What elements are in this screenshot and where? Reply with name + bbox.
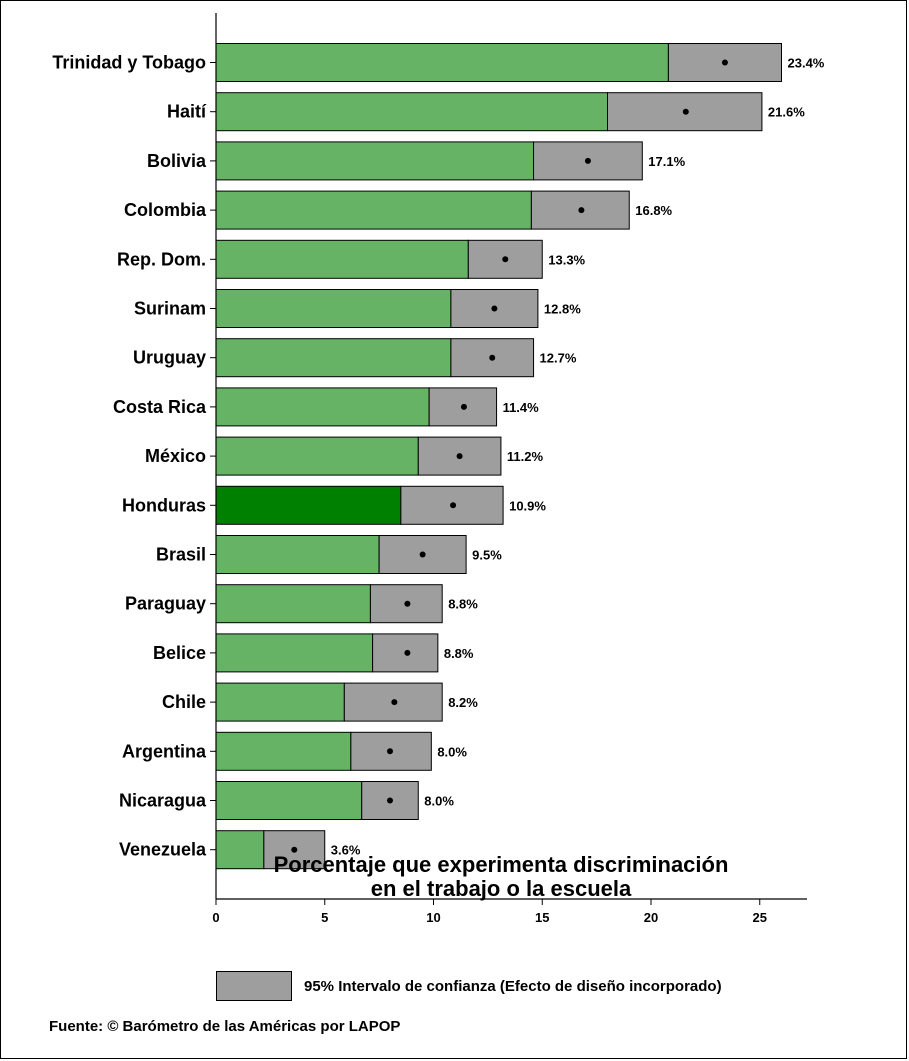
x-tick-label-5: 5	[321, 910, 328, 925]
point-mexico	[456, 453, 463, 460]
category-label-mexico: México	[145, 446, 206, 466]
bar-nicaragua	[215, 781, 363, 820]
bar-paraguay	[215, 584, 371, 624]
x-tick-label-15: 15	[535, 910, 549, 925]
value-label-honduras: 10.9%	[509, 498, 546, 513]
value-label-argentina: 8.0%	[437, 744, 467, 759]
x-tick-label-10: 10	[426, 910, 440, 925]
value-label-chile: 8.2%	[448, 695, 478, 710]
bar-uruguay	[215, 338, 452, 378]
value-label-haiti: 21.6%	[768, 105, 805, 120]
bar-costa-rica	[215, 387, 430, 427]
source-note: Fuente: © Barómetro de las Américas por …	[49, 1018, 401, 1035]
category-label-chile: Chile	[162, 692, 206, 712]
value-label-trinidad-y-tobago: 23.4%	[788, 56, 825, 71]
category-label-paraguay: Paraguay	[125, 594, 206, 614]
x-tick-label-25: 25	[753, 910, 767, 925]
value-label-uruguay: 12.7%	[540, 351, 577, 366]
category-label-rep-dom: Rep. Dom.	[117, 249, 206, 269]
value-label-costa-rica: 11.4%	[503, 400, 540, 415]
x-tick-label-0: 0	[212, 910, 219, 925]
legend: 95% Intervalo de confianza (Efecto de di…	[216, 971, 722, 1001]
bar-colombia	[215, 190, 532, 230]
value-label-surinam: 12.8%	[544, 302, 581, 317]
bar-mexico	[215, 436, 419, 476]
category-label-brasil: Brasil	[156, 545, 206, 565]
category-label-bolivia: Bolivia	[147, 151, 207, 171]
bar-chart: 23.4% Trinidad y Tobago 21.6% Haití 17.1% Bol…	[52, 13, 825, 925]
bar-honduras	[215, 485, 402, 525]
category-label-argentina: Argentina	[122, 741, 207, 761]
category-label-venezuela: Venezuela	[119, 840, 207, 860]
legend-label: 95% Intervalo de confianza (Efecto de di…	[304, 977, 722, 995]
legend-swatch-ci	[216, 971, 292, 1001]
x-tick-label-20: 20	[644, 910, 658, 925]
category-label-trinidad-y-tobago: Trinidad y Tobago	[52, 53, 206, 73]
category-label-costa-rica: Costa Rica	[113, 397, 207, 417]
bar-chile	[215, 682, 345, 722]
category-label-belice: Belice	[153, 643, 206, 663]
category-label-colombia: Colombia	[124, 200, 207, 220]
value-label-bolivia: 17.1%	[648, 154, 685, 169]
value-label-colombia: 16.8%	[635, 203, 672, 218]
value-label-nicaragua: 8.0%	[424, 794, 454, 809]
category-label-honduras: Honduras	[122, 495, 206, 515]
point-uruguay	[489, 354, 496, 361]
point-paraguay	[404, 600, 411, 607]
value-label-rep-dom: 13.3%	[548, 252, 585, 267]
bar-rep-dom	[215, 239, 469, 279]
point-trinidad-y-tobago	[721, 59, 728, 66]
x-axis-title: Porcentaje que experimenta discriminació…	[201, 853, 801, 901]
x-axis-title-line1: Porcentaje que experimenta discriminació…	[273, 852, 729, 877]
value-label-brasil: 9.5%	[472, 548, 502, 563]
bar-argentina	[215, 731, 352, 771]
point-belice	[404, 649, 411, 656]
value-label-venezuela: 3.6%	[331, 843, 361, 858]
point-haiti	[682, 108, 689, 115]
bar-bolivia	[215, 141, 535, 181]
bar-haiti	[215, 92, 608, 132]
category-label-nicaragua: Nicaragua	[119, 791, 207, 811]
point-nicaragua	[387, 797, 393, 804]
category-label-surinam: Surinam	[134, 299, 206, 319]
point-colombia	[578, 207, 585, 214]
point-argentina	[387, 748, 393, 755]
point-brasil	[419, 551, 426, 558]
point-surinam	[491, 305, 498, 312]
category-label-uruguay: Uruguay	[133, 348, 206, 368]
point-bolivia	[584, 157, 591, 164]
point-chile	[391, 699, 398, 706]
x-axis-title-line2: en el trabajo o la escuela	[370, 876, 632, 901]
point-venezuela	[291, 846, 298, 853]
point-honduras	[450, 502, 457, 509]
ci-mexico	[417, 436, 502, 476]
bar-brasil	[215, 535, 380, 574]
value-label-paraguay: 8.8%	[448, 597, 478, 612]
point-costa-rica	[460, 403, 467, 410]
bar-surinam	[215, 289, 452, 328]
value-label-mexico: 11.2%	[507, 449, 544, 464]
category-label-haiti: Haití	[167, 102, 207, 122]
bar-belice	[215, 633, 374, 673]
bar-trinidad-y-tobago	[215, 43, 669, 82]
value-label-belice: 8.8%	[444, 646, 474, 661]
point-rep-dom	[502, 256, 509, 263]
